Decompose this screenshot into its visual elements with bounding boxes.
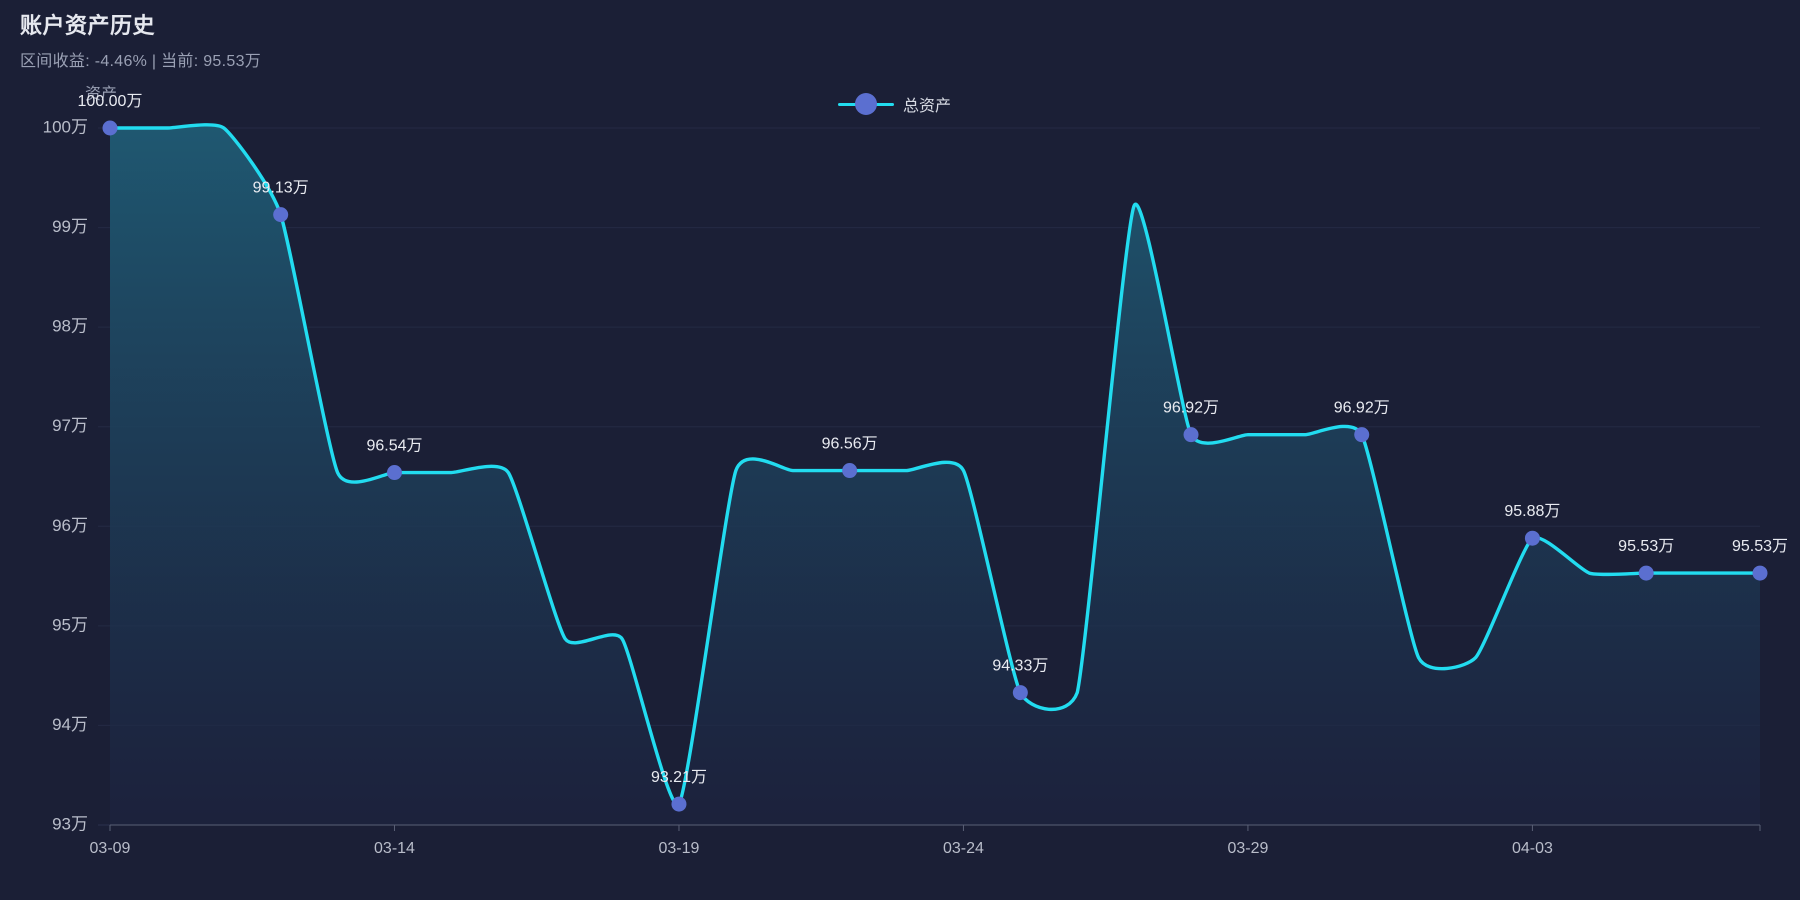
y-tick-label: 95万	[52, 615, 88, 634]
y-tick-label: 100万	[43, 117, 88, 136]
data-point-label: 96.92万	[1334, 400, 1390, 417]
data-point-marker[interactable]	[1183, 427, 1199, 443]
data-point-label: 95.53万	[1618, 538, 1674, 555]
x-tick-label: 03-19	[659, 840, 700, 857]
data-point-label: 99.13万	[253, 180, 309, 197]
x-tick-label: 03-09	[90, 840, 131, 857]
data-point-label: 94.33万	[992, 658, 1048, 675]
data-point-marker[interactable]	[671, 796, 687, 812]
data-point-marker[interactable]	[1524, 530, 1540, 546]
y-tick-label: 96万	[52, 516, 88, 535]
data-point-label: 100.00万	[78, 93, 143, 110]
data-point-marker[interactable]	[1354, 427, 1370, 443]
y-tick-label: 99万	[52, 217, 88, 236]
data-point-marker[interactable]	[1638, 565, 1654, 581]
page-title: 账户资产历史	[20, 13, 156, 38]
y-tick-label: 98万	[52, 317, 88, 336]
y-tick-label: 93万	[52, 814, 88, 833]
y-tick-label: 94万	[52, 715, 88, 734]
page-subtitle: 区间收益: -4.46% | 当前: 95.53万	[20, 53, 262, 70]
legend-dot-icon	[855, 93, 877, 115]
data-point-label: 96.92万	[1163, 400, 1219, 417]
x-tick-label: 04-03	[1512, 840, 1553, 857]
y-tick-label: 97万	[52, 416, 88, 435]
data-point-marker[interactable]	[1012, 685, 1028, 701]
y-axis-tick-labels: 93万 94万 95万 96万 97万 98万 99万 100万	[43, 117, 88, 833]
data-point-marker[interactable]	[842, 463, 858, 479]
data-point-label: 95.53万	[1732, 538, 1788, 555]
y-axis-title: 资产	[85, 86, 118, 103]
area-fill	[110, 124, 1760, 826]
data-point-marker[interactable]	[273, 207, 289, 223]
data-point-markers[interactable]	[102, 120, 1768, 812]
legend-item-label: 总资产	[903, 98, 952, 115]
data-point-label: 96.54万	[366, 438, 422, 455]
x-tick-label: 03-14	[374, 840, 415, 857]
data-point-label: 93.21万	[651, 769, 707, 786]
data-point-marker[interactable]	[386, 465, 402, 481]
legend-marker-icon	[838, 93, 894, 115]
x-tick-label: 03-29	[1227, 840, 1268, 857]
x-tick-label: 03-24	[943, 840, 984, 857]
x-axis-tick-labels: 03-09 03-14 03-19 03-24 03-29 04-03	[90, 840, 1553, 857]
data-point-labels: 100.00万 99.13万 96.54万 93.21万 96.56万 94.33万 96.…	[78, 93, 1789, 786]
axis-lines	[109, 824, 1761, 831]
data-point-label: 95.88万	[1504, 503, 1560, 520]
data-point-marker[interactable]	[1752, 565, 1768, 581]
data-point-marker[interactable]	[102, 120, 118, 136]
data-point-label: 96.56万	[822, 436, 878, 453]
chart-legend[interactable]: 总资产	[838, 92, 951, 116]
